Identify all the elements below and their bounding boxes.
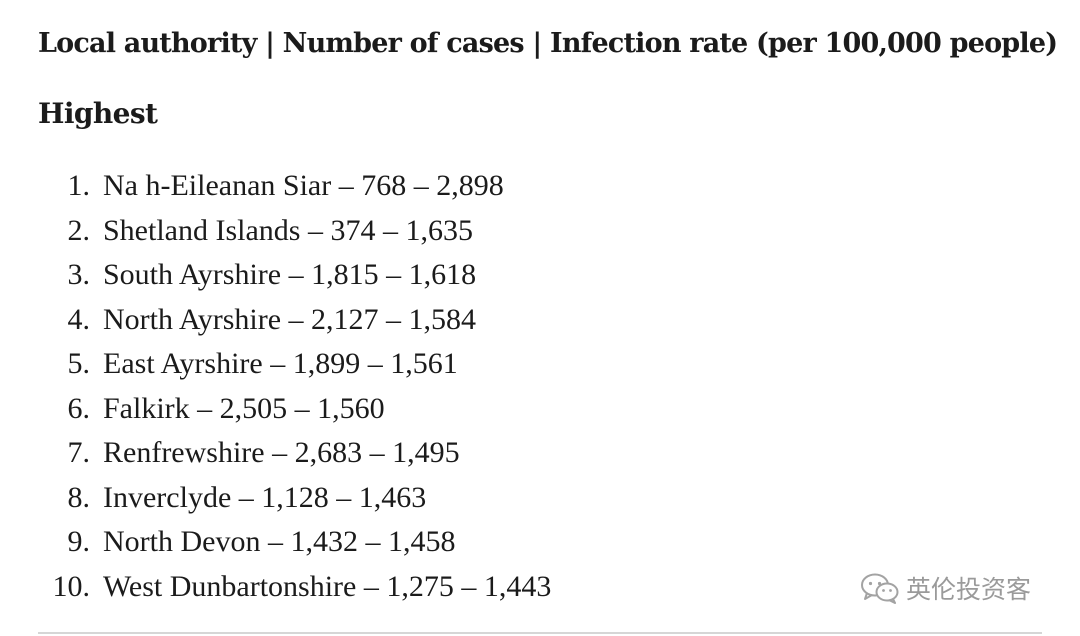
watermark-text: 英伦投资客 (906, 575, 1032, 604)
rank-number: 8. (67, 480, 91, 514)
rank-entry-text: Inverclyde – 1,128 – 1,463 (103, 480, 427, 514)
rank-number: 7. (67, 436, 91, 469)
rank-entry-text: Shetland Islands – 374 – 1,635 (103, 213, 473, 247)
rank-entry-text: Renfrewshire – 2,683 – 1,495 (103, 436, 460, 469)
rank-entry-text: East Ayrshire – 1,899 – 1,561 (103, 347, 458, 380)
rank-number: 5. (67, 347, 91, 380)
divider (38, 632, 1042, 634)
rank-entry-text: Falkirk – 2,505 – 1,560 (103, 391, 385, 425)
rank-number: 6. (67, 391, 91, 425)
rank-entry-text: South Ayrshire – 1,815 – 1,618 (103, 258, 477, 291)
rank-entry-text: North Devon – 1,432 – 1,458 (103, 525, 456, 558)
rank-number: 10. (52, 569, 91, 603)
rank-number: 1. (67, 169, 91, 202)
rank-entry-text: West Dunbartonshire – 1,275 – 1,443 (103, 569, 552, 603)
column-header: Local authority | Number of cases | Infe… (38, 28, 1058, 59)
rank-entry-text: North Ayrshire – 2,127 – 1,584 (103, 302, 477, 336)
rank-entry-text: Na h-Eileanan Siar – 768 – 2,898 (103, 169, 504, 202)
section-heading: Highest (38, 97, 158, 130)
rank-number: 9. (67, 525, 91, 558)
rank-number: 4. (67, 302, 91, 336)
watermark: 英伦投资客 (860, 570, 1031, 606)
wechat-icon (860, 572, 900, 604)
rank-number: 2. (67, 213, 91, 247)
rank-number: 3. (67, 258, 91, 291)
